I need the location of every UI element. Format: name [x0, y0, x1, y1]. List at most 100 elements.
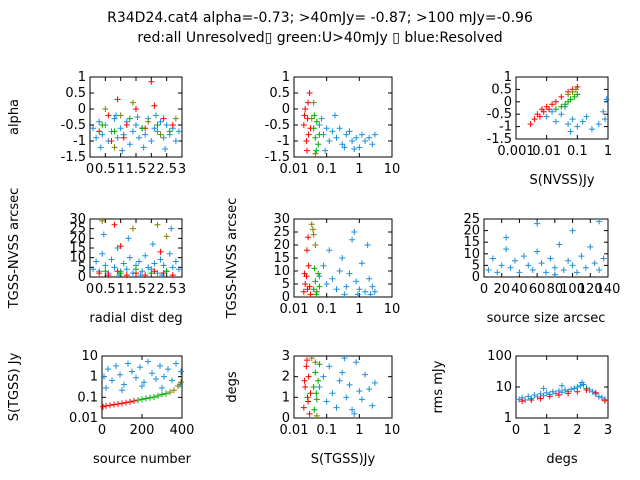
data-point [169, 122, 176, 128]
data-point [558, 93, 565, 100]
data-point [534, 248, 541, 255]
data-point [129, 225, 136, 232]
x-tick-label: 0 [86, 282, 94, 297]
data-point [99, 250, 106, 257]
x-tick-label: 60 [529, 282, 546, 297]
y-tick-label: 2 [282, 370, 290, 385]
y-tick-label: 30 [69, 212, 86, 227]
y-tick-label: 1 [282, 70, 290, 85]
data-point [537, 395, 544, 402]
data-point [540, 392, 547, 399]
x-tick-label: 40 [511, 282, 528, 297]
data-point [313, 147, 320, 154]
x-axis-label: S(TGSS)Jy [311, 452, 376, 467]
data-point [565, 91, 572, 98]
data-point [339, 369, 346, 376]
data-point [577, 382, 584, 389]
data-point [173, 360, 179, 367]
data-point [556, 241, 563, 248]
title-line-2: red:all Unresolved▯ green:U>40mJy ▯ blue… [137, 30, 502, 46]
data-point [163, 233, 170, 240]
data-point [131, 398, 137, 405]
data-point [316, 122, 323, 128]
data-point [169, 377, 175, 384]
data-point [123, 272, 130, 279]
data-point [303, 363, 310, 370]
x-tick-label: 3 [178, 162, 186, 177]
data-point [133, 122, 139, 128]
data-point [305, 398, 312, 405]
data-point [534, 220, 541, 227]
data-point [169, 272, 176, 279]
data-point [302, 384, 309, 390]
data-point [569, 262, 576, 269]
data-point [148, 78, 155, 85]
y-tick-label: 10 [81, 349, 98, 364]
data-point [139, 383, 145, 390]
data-point [356, 144, 363, 151]
data-point [543, 389, 550, 396]
data-point [102, 106, 109, 112]
data-point [534, 393, 541, 400]
x-tick-label: 20 [493, 282, 510, 297]
data-point [555, 392, 562, 399]
data-point [569, 116, 576, 123]
x-tick-label: 1 [117, 282, 125, 297]
data-point [346, 270, 353, 277]
x-tick-label: 1.5 [126, 282, 147, 297]
data-point [308, 115, 315, 122]
data-point [354, 291, 361, 298]
data-point [366, 386, 373, 393]
x-tick-label: 0.1 [316, 302, 337, 317]
data-point [582, 264, 589, 271]
y-tick-label: 0 [282, 290, 290, 305]
data-point [326, 138, 333, 144]
x-tick-label: 100 [560, 282, 585, 297]
data-point [117, 270, 124, 277]
data-point [105, 366, 111, 373]
data-point [516, 269, 523, 276]
data-point [142, 252, 149, 259]
data-point [303, 138, 310, 144]
data-point [339, 255, 346, 261]
data-point [503, 246, 510, 253]
data-point [316, 283, 323, 290]
data-point [167, 389, 173, 396]
data-point [145, 118, 152, 125]
x-axis-label: source size arcsec [487, 311, 606, 326]
data-point [152, 112, 159, 119]
data-point [549, 101, 556, 108]
data-point [572, 86, 579, 93]
data-point [312, 150, 319, 157]
data-point [601, 397, 608, 404]
data-point [169, 264, 176, 271]
data-point [371, 379, 378, 386]
data-point [343, 131, 350, 138]
data-point [151, 125, 158, 132]
x-tick-label: 0 [480, 282, 488, 297]
data-point [522, 397, 529, 404]
data-point [313, 412, 320, 419]
y-tick-label: 1 [90, 370, 98, 385]
plot-frame [293, 355, 393, 419]
data-point [571, 385, 578, 392]
data-point [157, 362, 163, 369]
y-tick-label: 20 [69, 231, 86, 246]
data-point [159, 391, 165, 398]
data-point [108, 256, 115, 263]
data-point [369, 141, 376, 148]
data-point [588, 126, 595, 133]
x-tick-label: 10 [384, 302, 401, 317]
data-point [134, 114, 141, 120]
data-point [358, 260, 365, 267]
x-tick-label: 2 [573, 423, 581, 438]
data-point [111, 264, 118, 271]
data-point [300, 288, 307, 295]
data-point [316, 131, 323, 138]
data-point [90, 266, 97, 273]
data-point [145, 264, 152, 271]
data-point [323, 398, 330, 405]
